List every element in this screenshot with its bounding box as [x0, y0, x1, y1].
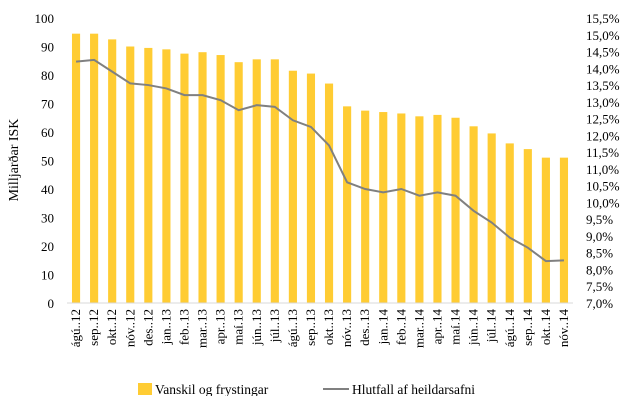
x-tick-label: feb..13: [176, 309, 191, 345]
x-tick-label: apr..14: [429, 309, 444, 345]
y-tick-label: 80: [41, 68, 54, 83]
x-tick-label: nóv..13: [339, 309, 354, 347]
x-tick-label: ágú..14: [502, 309, 517, 348]
x-tick-label: jan..14: [375, 309, 390, 346]
y2-tick-label: 11,5%: [586, 145, 619, 160]
bar: [252, 59, 261, 303]
x-tick-label: nóv..12: [122, 309, 137, 347]
x-tick-label: maí.14: [448, 309, 463, 345]
x-tick-label: okt..13: [321, 309, 336, 345]
bar: [198, 52, 207, 304]
y2-tick-label: 13,0%: [586, 95, 620, 110]
y-tick-label: 20: [41, 239, 54, 254]
y-tick-label: 40: [41, 182, 54, 197]
bar: [288, 70, 297, 303]
bar: [162, 49, 171, 303]
bars-layer: [71, 33, 569, 304]
x-tick-label: des..13: [357, 309, 372, 346]
legend-swatch-bars: [138, 383, 152, 395]
bar: [397, 113, 406, 303]
y-tick-label: 90: [41, 40, 54, 55]
bar: [144, 47, 153, 303]
y2-tick-label: 10,5%: [586, 179, 620, 194]
y-tick-label: 0: [48, 296, 55, 311]
y2-tick-label: 14,0%: [586, 61, 620, 76]
y-axis-left: 0 10 20 30 40 50 60 70 80 90 100: [35, 11, 55, 311]
x-tick-label: sep..12: [86, 309, 101, 346]
y2-tick-label: 15,5%: [586, 11, 620, 26]
x-tick-label: mar..13: [195, 309, 210, 348]
bar: [523, 149, 532, 303]
x-tick-label: ágú..13: [285, 309, 300, 347]
y-axis-right: 7,0% 7,5% 8,0%8,5% 9,0% 9,5% 10,0%10,5% 11,0% 1…: [586, 11, 620, 311]
bar: [415, 116, 424, 303]
legend-label-line: Hlutfall af heildarsafni: [352, 382, 475, 396]
x-tick-label: sep..14: [520, 309, 535, 346]
bar: [361, 110, 370, 304]
bar: [379, 112, 388, 303]
x-tick-label: okt..14: [538, 309, 553, 346]
x-tick-label: des..12: [140, 309, 155, 346]
y2-tick-label: 11,0%: [586, 162, 619, 177]
bar: [108, 39, 117, 304]
x-tick-label: júl..14: [484, 309, 499, 344]
bar: [487, 133, 496, 303]
y2-tick-label: 13,5%: [586, 78, 620, 93]
bar: [559, 157, 569, 303]
x-tick-label: ágú..12: [68, 309, 83, 347]
bar: [270, 59, 279, 303]
y2-tick-label: 9,0%: [586, 229, 613, 244]
x-tick-label: okt..12: [104, 309, 119, 345]
line-layer: [75, 58, 564, 263]
legend-label-bars: Vanskil og frystingar: [155, 382, 269, 396]
bar: [126, 46, 135, 303]
x-tick-label: nóv..14: [556, 309, 571, 348]
bar: [451, 117, 460, 303]
bar: [324, 83, 334, 303]
y-tick-label: 30: [41, 211, 54, 226]
y-tick-label: 50: [41, 154, 54, 169]
bar: [541, 157, 550, 303]
y2-tick-label: 14,5%: [586, 45, 620, 60]
y-tick-label: 60: [41, 125, 54, 140]
legend: Vanskil og frystingar Hlutfall af heilda…: [138, 382, 475, 396]
bar: [71, 33, 81, 304]
x-axis: ágú..12 sep..12 okt..12 nóv..12 des..12 jan..…: [67, 302, 573, 348]
bar: [180, 53, 189, 304]
bar: [234, 62, 243, 304]
bar: [343, 106, 352, 303]
bar: [216, 55, 225, 303]
y2-tick-label: 12,0%: [586, 128, 620, 143]
y2-tick-label: 7,5%: [586, 279, 613, 294]
x-tick-label: apr..13: [213, 309, 228, 344]
bar: [90, 33, 99, 304]
y2-tick-label: 7,0%: [586, 296, 613, 311]
bar: [306, 73, 316, 303]
y2-tick-label: 12,5%: [586, 112, 620, 127]
x-tick-label: feb..14: [393, 309, 408, 346]
x-tick-label: júl..13: [267, 309, 282, 343]
bar: [469, 126, 478, 303]
x-tick-label: maí.13: [231, 309, 246, 345]
x-tick-label: sep..13: [303, 309, 318, 346]
y-tick-label: 100: [35, 11, 55, 26]
bar: [505, 143, 514, 303]
y2-tick-label: 8,5%: [586, 246, 613, 261]
series-line: [75, 58, 564, 263]
bar: [433, 114, 442, 304]
y2-tick-label: 9,5%: [586, 212, 613, 227]
x-tick-label: jún..13: [249, 309, 264, 346]
y-axis-title: Milljarðar ISK: [7, 119, 22, 202]
y2-tick-label: 15,0%: [586, 28, 620, 43]
x-tick-label: jan..13: [158, 309, 173, 345]
x-tick-label: jún..14: [466, 309, 481, 347]
y-tick-label: 10: [41, 268, 54, 283]
x-tick-label: mar..14: [411, 309, 426, 348]
y2-tick-label: 10,0%: [586, 195, 620, 210]
y-tick-label: 70: [41, 97, 54, 112]
y2-tick-label: 8,0%: [586, 262, 613, 277]
